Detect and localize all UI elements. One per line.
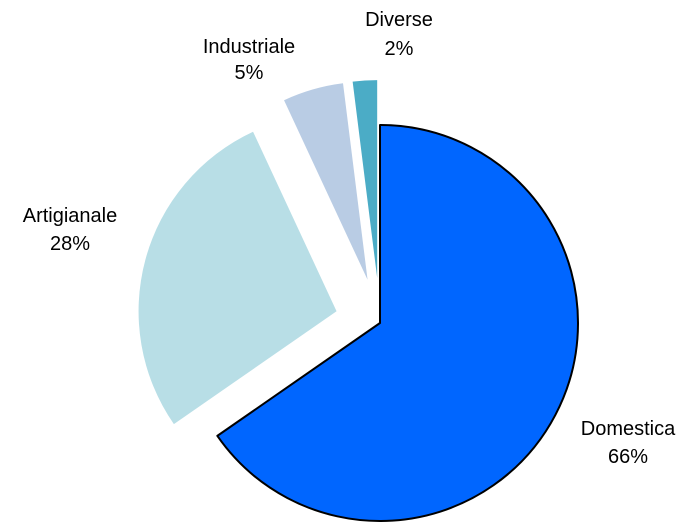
pie-slice-artigianale <box>138 131 337 425</box>
slice-label-artigianale: Artigianale <box>23 205 118 227</box>
slice-label-diverse: Diverse <box>365 9 433 31</box>
pie-slice-domestica <box>216 124 579 522</box>
pie-slice-industriale <box>284 83 368 280</box>
pie-slice-diverse <box>352 80 378 279</box>
labels-layer: Domestica 66% Artigianale 28% Industriale 5% D… <box>23 9 676 468</box>
slice-value-domestica: 66% <box>608 446 648 468</box>
slice-value-diverse: 2% <box>385 38 414 60</box>
slice-label-industriale: Industriale <box>203 36 295 58</box>
slice-value-industriale: 5% <box>235 62 264 84</box>
slice-label-domestica: Domestica <box>581 418 676 440</box>
slices-layer <box>138 80 579 522</box>
slice-value-artigianale: 28% <box>50 233 90 255</box>
